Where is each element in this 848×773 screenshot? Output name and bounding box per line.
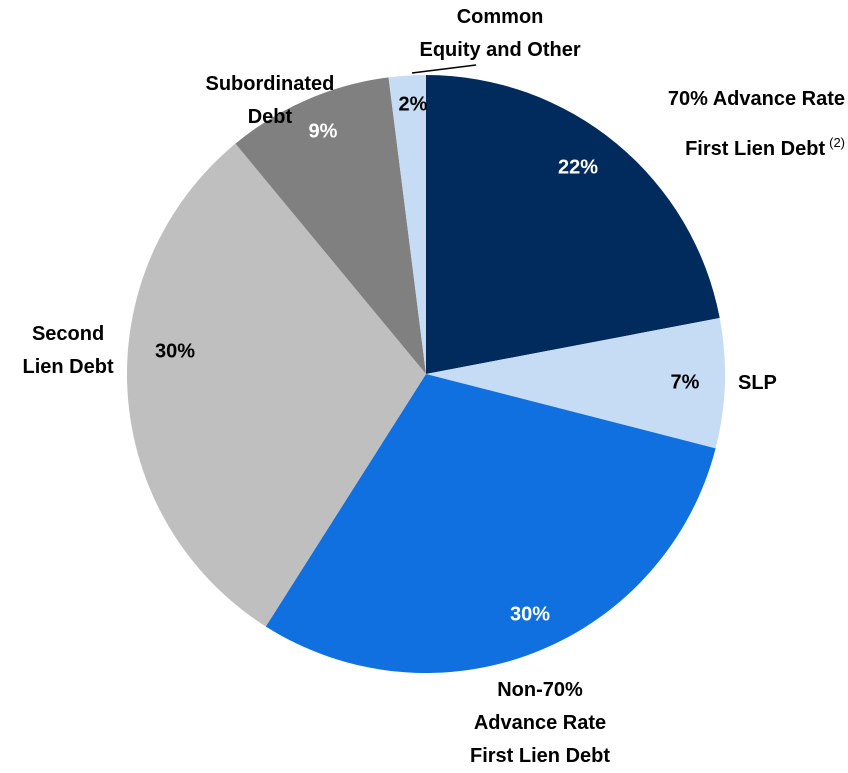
category-label: Subordinated Debt <box>206 68 335 134</box>
leader-line <box>411 64 477 74</box>
pie-slice <box>235 77 426 375</box>
value-label: 7% <box>671 371 700 393</box>
category-text: Subordinated Debt <box>205 73 335 128</box>
category-label: Non-70% Advance Rate First Lien Debt <box>470 674 610 773</box>
category-text: 70% Advance Rate First Lien Debt <box>667 88 845 160</box>
pie-slice <box>127 143 427 627</box>
value-label: 2% <box>399 93 428 115</box>
category-text: Common Equity and Other <box>419 6 581 61</box>
pie-slice <box>388 75 426 374</box>
value-label: 22% <box>558 156 598 178</box>
category-text: Non-70% Advance Rate First Lien Debt <box>470 679 611 767</box>
value-label: 30% <box>510 603 550 625</box>
category-label: 70% Advance Rate First Lien Debt (2) <box>668 78 845 171</box>
footnote: (2) <box>829 135 845 150</box>
category-text: Second Lien Debt <box>22 323 114 378</box>
pie-slice <box>426 75 720 374</box>
value-label: 9% <box>309 120 338 142</box>
pie-slice <box>265 374 716 674</box>
value-label: 30% <box>155 340 195 362</box>
category-label: Common Equity and Other <box>420 1 581 67</box>
category-label: SLP <box>738 367 777 400</box>
category-label: Second Lien Debt <box>23 318 114 384</box>
pie-slice <box>426 317 725 449</box>
category-text: SLP <box>738 372 777 394</box>
